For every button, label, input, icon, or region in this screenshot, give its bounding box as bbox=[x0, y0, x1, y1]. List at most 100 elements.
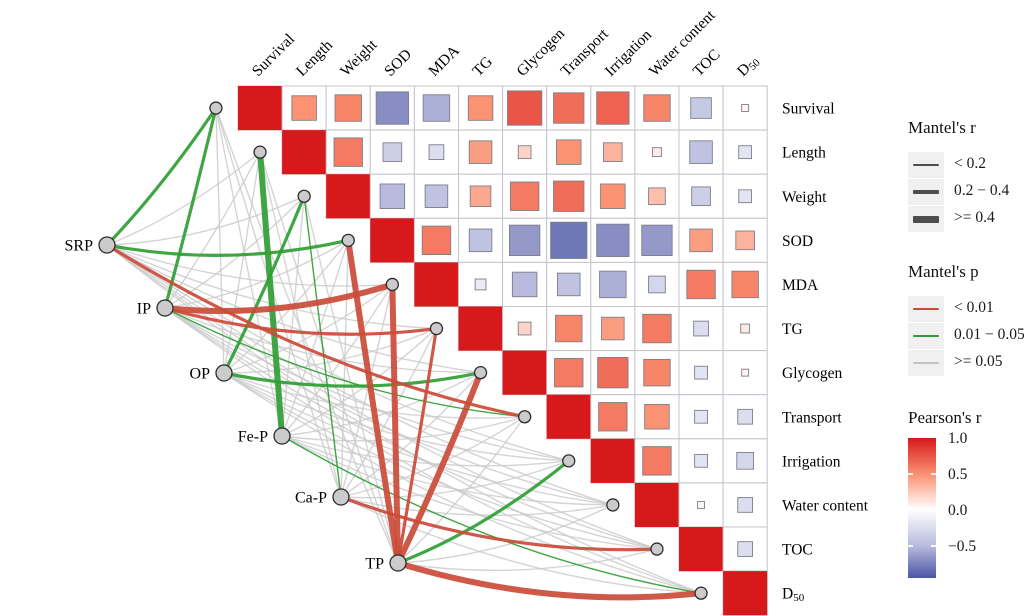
correlation-square-Length-Glycogen bbox=[517, 145, 532, 160]
correlation-square-Survival-TG bbox=[467, 95, 494, 121]
correlation-square-TG-TG bbox=[458, 306, 503, 351]
correlation-square-Survival-Weight bbox=[334, 94, 362, 122]
edge-TP-SOD bbox=[345, 239, 401, 564]
edge-TP-Survival bbox=[215, 107, 399, 564]
edge-Ca-P-Transport bbox=[340, 416, 526, 498]
row-label-D50: D50 bbox=[782, 586, 805, 605]
correlation-square-Survival-Length bbox=[291, 95, 317, 121]
edge-TP-Transport bbox=[397, 416, 526, 564]
edge-TP-MDA bbox=[389, 284, 401, 564]
correlation-square-D50-D50 bbox=[723, 571, 768, 616]
correlation-square-Weight-Glycogen bbox=[509, 181, 540, 211]
edge-OP-Survival bbox=[215, 108, 225, 374]
colorbar-tick-label: −0.5 bbox=[948, 538, 977, 555]
col-label-Weight: Weight bbox=[337, 36, 381, 80]
correlation-square-Survival-D50 bbox=[741, 104, 750, 112]
node-label-SRP: SRP bbox=[65, 238, 94, 255]
correlation-square-TG-Glycogen bbox=[517, 321, 532, 336]
node-IP bbox=[156, 299, 174, 317]
correlation-square-Water content-Water content bbox=[634, 482, 679, 527]
correlation-square-Transport-TOC bbox=[694, 409, 708, 424]
node-TP bbox=[389, 554, 407, 572]
node-SRP bbox=[98, 236, 116, 254]
correlation-cell-SOD-TG bbox=[458, 217, 504, 263]
correlation-square-Survival-Irrigation bbox=[596, 91, 630, 125]
edge-OP-Length bbox=[223, 152, 261, 374]
row-label-MDA: MDA bbox=[782, 277, 819, 294]
edge-TP-Irrigation bbox=[397, 459, 570, 565]
correlation-square-MDA-Transport bbox=[557, 272, 581, 297]
node-label-IP: IP bbox=[137, 301, 151, 318]
edge-Fe-P-Weight bbox=[281, 196, 305, 437]
legend-mantel-r-title: Mantel's r bbox=[908, 118, 976, 137]
matrix-node-Weight bbox=[297, 189, 311, 203]
node-label-TP: TP bbox=[365, 556, 384, 573]
legend-pearson-r: Pearson's r 1.0 0.5 0.0 −0.5 bbox=[908, 408, 1024, 598]
correlation-square-Irrigation-Irrigation bbox=[590, 438, 635, 483]
edge-SRP-Weight bbox=[106, 195, 305, 246]
correlation-square-MDA-TOC bbox=[686, 269, 716, 300]
correlation-square-Length-TOC bbox=[689, 140, 713, 164]
colorbar-tick bbox=[931, 545, 936, 547]
node-label-Ca-P: Ca-P bbox=[295, 490, 327, 507]
row-label-TG: TG bbox=[782, 321, 803, 338]
correlation-square-Water content-D50 bbox=[737, 497, 753, 513]
row-label-Transport: Transport bbox=[782, 409, 842, 426]
colorbar-tick bbox=[931, 509, 936, 511]
col-label-Length: Length bbox=[293, 37, 336, 80]
correlation-square-MDA-Water content bbox=[648, 275, 666, 294]
colorbar-tick-label: 1.0 bbox=[948, 430, 968, 447]
edge-IP-Length bbox=[164, 151, 261, 309]
line-swatch-thin bbox=[913, 164, 939, 166]
edge-TP-Water content bbox=[397, 504, 614, 564]
correlation-square-TG-Transport bbox=[555, 314, 583, 343]
matrix-node-SOD bbox=[341, 233, 355, 248]
correlation-square-TG-Irrigation bbox=[601, 316, 625, 341]
correlation-cell-Water content-D50 bbox=[722, 482, 768, 528]
edge-IP-Transport bbox=[164, 307, 525, 418]
correlation-square-Transport-Transport bbox=[546, 394, 591, 439]
colorbar-tick bbox=[908, 545, 913, 547]
line-swatch-red bbox=[913, 308, 939, 310]
correlation-square-SOD-TG bbox=[468, 228, 493, 253]
correlation-square-Length-Water content bbox=[652, 147, 662, 158]
edge-IP-MDA bbox=[164, 281, 394, 315]
edge-OP-TG bbox=[223, 327, 437, 374]
correlation-square-MDA-D50 bbox=[731, 270, 759, 299]
correlation-square-TOC-TOC bbox=[679, 527, 724, 572]
edge-Fe-P-Length bbox=[257, 151, 285, 437]
correlation-square-SOD-Irrigation bbox=[596, 223, 630, 257]
correlation-square-Survival-Glycogen bbox=[507, 90, 543, 126]
correlation-square-SOD-Water content bbox=[641, 224, 673, 257]
correlation-square-Glycogen-Transport bbox=[554, 357, 584, 388]
correlation-square-Glycogen-Water content bbox=[643, 358, 671, 387]
edge-SRP-SOD bbox=[106, 238, 349, 257]
correlation-square-Survival-Survival bbox=[238, 86, 283, 131]
matrix-node-Glycogen bbox=[473, 365, 488, 380]
correlation-square-Irrigation-Water content bbox=[642, 446, 672, 476]
correlation-square-TG-TOC bbox=[693, 320, 709, 337]
correlation-square-Irrigation-TOC bbox=[694, 453, 708, 468]
matrix-node-Transport bbox=[518, 410, 532, 424]
correlation-square-Transport-Water content bbox=[644, 404, 670, 430]
matrix-node-Irrigation bbox=[562, 454, 576, 468]
correlation-square-Glycogen-D50 bbox=[741, 368, 750, 377]
matrix-node-TOC bbox=[650, 542, 664, 556]
correlation-square-Irrigation-D50 bbox=[736, 452, 754, 470]
edge-IP-Survival bbox=[163, 107, 218, 309]
line-swatch-thick bbox=[913, 215, 939, 223]
edge-Ca-P-Glycogen bbox=[340, 372, 482, 498]
row-label-TOC: TOC bbox=[782, 542, 813, 559]
edge-Fe-P-MDA bbox=[281, 284, 393, 437]
col-label-TOC: TOC bbox=[690, 46, 724, 80]
row-label-Weight: Weight bbox=[782, 189, 827, 206]
correlation-square-TOC-D50 bbox=[737, 541, 753, 557]
correlation-square-SOD-D50 bbox=[735, 230, 755, 251]
correlation-square-Transport-Irrigation bbox=[598, 402, 628, 432]
legend-pearson-r-title: Pearson's r bbox=[908, 408, 982, 427]
edge-Fe-P-TG bbox=[281, 328, 437, 437]
correlation-square-SOD-Transport bbox=[550, 221, 588, 259]
edge-OP-Glycogen bbox=[223, 371, 481, 388]
correlation-square-MDA-Glycogen bbox=[511, 271, 538, 298]
edge-SRP-Survival bbox=[105, 107, 218, 247]
